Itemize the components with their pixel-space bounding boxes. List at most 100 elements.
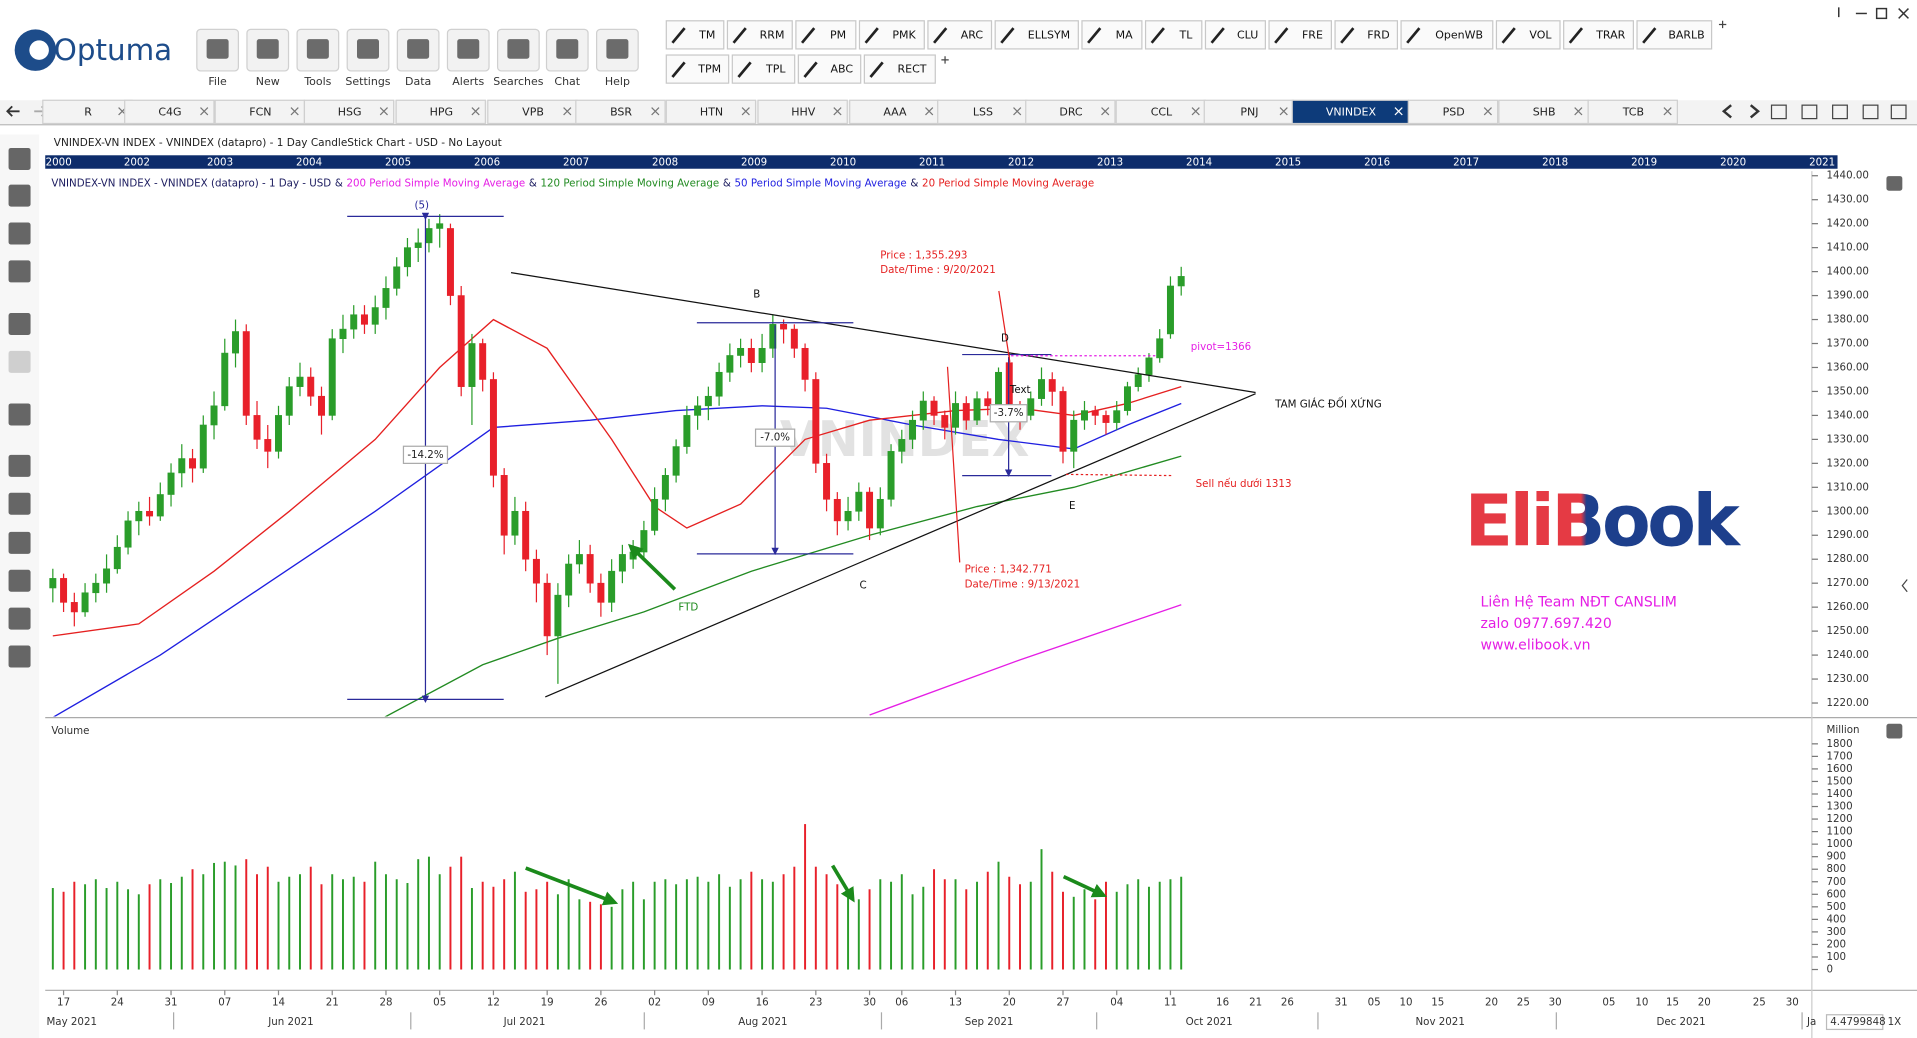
tool-button[interactable]: RRM [726, 20, 793, 50]
sidebar-icon[interactable] [8, 222, 31, 245]
candle-body [382, 288, 390, 308]
menu-button[interactable]: File [196, 28, 240, 88]
candle-body [855, 491, 863, 512]
volume-tick-label: 1200 [1827, 813, 1853, 825]
tool-button[interactable]: OpenWB [1400, 20, 1494, 50]
lock-icon[interactable] [1886, 176, 1903, 191]
tool-button[interactable]: RECT [863, 54, 936, 84]
sidebar-icon[interactable] [8, 607, 31, 630]
sidebar-icon[interactable] [8, 184, 31, 207]
view-icon[interactable] [1801, 104, 1818, 120]
annotation: C [860, 580, 867, 592]
volume-bar [256, 874, 258, 970]
tool-button[interactable]: PMK [858, 20, 925, 50]
tool-button[interactable]: PM [795, 20, 857, 50]
year-label: 2012 [1008, 157, 1034, 169]
drawing-line [628, 543, 677, 591]
tool-button[interactable]: ELLSYM [994, 20, 1079, 50]
tool-button[interactable]: FRD [1334, 20, 1399, 50]
tool-button[interactable]: TPM [665, 54, 730, 84]
volume-bar [438, 874, 441, 970]
tool-button[interactable]: VOL [1495, 20, 1561, 50]
sidebar-icon[interactable] [8, 645, 31, 668]
lock-icon[interactable] [1886, 723, 1903, 739]
candle-body [984, 398, 992, 407]
candle-body [156, 494, 164, 517]
tool-button[interactable]: BARLB [1636, 20, 1713, 50]
tab[interactable]: VNINDEX [1291, 99, 1410, 125]
volume-tick-label: 1100 [1827, 826, 1853, 838]
tab[interactable]: BSR [575, 99, 666, 125]
menu-button[interactable]: Tools [296, 28, 340, 88]
tool-button[interactable]: TL [1144, 20, 1203, 50]
view-icon[interactable] [1832, 104, 1848, 120]
tool-label: BARLB [1668, 28, 1704, 41]
tool-icon [933, 27, 948, 44]
menu-button[interactable]: New [246, 28, 290, 88]
volume-bar [696, 876, 699, 970]
sidebar-icon[interactable] [8, 350, 31, 373]
tab[interactable]: AAA [849, 99, 940, 125]
tool-button[interactable]: TM [665, 20, 725, 50]
collapse-icon[interactable] [1901, 579, 1908, 593]
tab[interactable]: SHB [1498, 99, 1589, 125]
tab[interactable]: HSG [303, 99, 395, 125]
menu-button[interactable]: Chat [545, 28, 589, 88]
window-controls [1838, 7, 1909, 20]
x-tick-label: 14 [272, 997, 285, 1009]
tool-button-bg [1081, 20, 1143, 50]
year-label: 2013 [1097, 157, 1123, 169]
tab[interactable]: VPB [487, 99, 578, 125]
label-box [402, 445, 449, 464]
x-tick-label: 26 [1281, 997, 1294, 1009]
tab[interactable]: C4G [124, 99, 215, 125]
tab[interactable]: LSS [937, 99, 1028, 125]
view-icon[interactable] [1890, 104, 1907, 120]
tab[interactable]: TCB [1587, 99, 1678, 125]
annotation: pivot=1366 [1191, 341, 1251, 353]
volume-bar [879, 879, 882, 970]
tool-button[interactable]: ABC [797, 54, 862, 84]
tool-button[interactable]: MA [1081, 20, 1143, 50]
tool-button-bg [1144, 20, 1203, 50]
tool-button[interactable]: TPL [731, 54, 796, 84]
sidebar-icon[interactable] [8, 454, 31, 477]
zoom-factor[interactable]: 1X [1888, 1016, 1902, 1028]
tab[interactable]: HHV [757, 99, 848, 125]
tab-close-icon [925, 107, 934, 116]
sidebar-icon[interactable] [8, 403, 31, 426]
tool-button[interactable]: CLU [1204, 20, 1266, 50]
tool-button[interactable]: FRE [1268, 20, 1332, 50]
candle-body [876, 498, 884, 529]
tool-button[interactable]: ARC [927, 20, 993, 50]
tab[interactable]: HTN [665, 99, 757, 125]
menu-button[interactable]: Searches [493, 28, 544, 88]
tab[interactable]: DRC [1025, 99, 1116, 125]
menu-button[interactable]: Settings [345, 28, 391, 88]
sidebar-icon[interactable] [8, 492, 31, 515]
tab[interactable]: HPG [395, 99, 486, 125]
tool-button[interactable]: TRAR [1563, 20, 1634, 50]
menu-label: Data [405, 75, 431, 88]
menu-button[interactable]: Alerts [446, 28, 490, 88]
volume-bar [890, 881, 893, 970]
x-tick-label: 17 [57, 997, 70, 1009]
tab[interactable]: FCN [214, 99, 306, 125]
window-title: VNINDEX-VN INDEX - VNINDEX (datapro) - 1… [54, 137, 502, 149]
tab[interactable]: PSD [1407, 99, 1499, 125]
sidebar-icon[interactable] [8, 147, 31, 170]
tab[interactable]: R [42, 99, 133, 125]
menu-button[interactable]: Data [396, 28, 440, 88]
sidebar-icon[interactable] [8, 312, 31, 336]
sidebar-icon[interactable] [8, 260, 31, 283]
tab[interactable]: CCL [1115, 99, 1207, 125]
sidebar-icon[interactable] [8, 569, 31, 592]
candle-body [81, 592, 89, 613]
tab[interactable]: PNJ [1203, 99, 1295, 125]
sidebar-icon[interactable] [8, 531, 31, 554]
y-tick-label: 1230.00 [1827, 673, 1869, 685]
view-icon[interactable] [1862, 104, 1879, 120]
menu-button[interactable]: Help [596, 28, 639, 88]
view-icon[interactable] [1770, 104, 1787, 120]
y-tick-label: 1370.00 [1827, 338, 1869, 350]
